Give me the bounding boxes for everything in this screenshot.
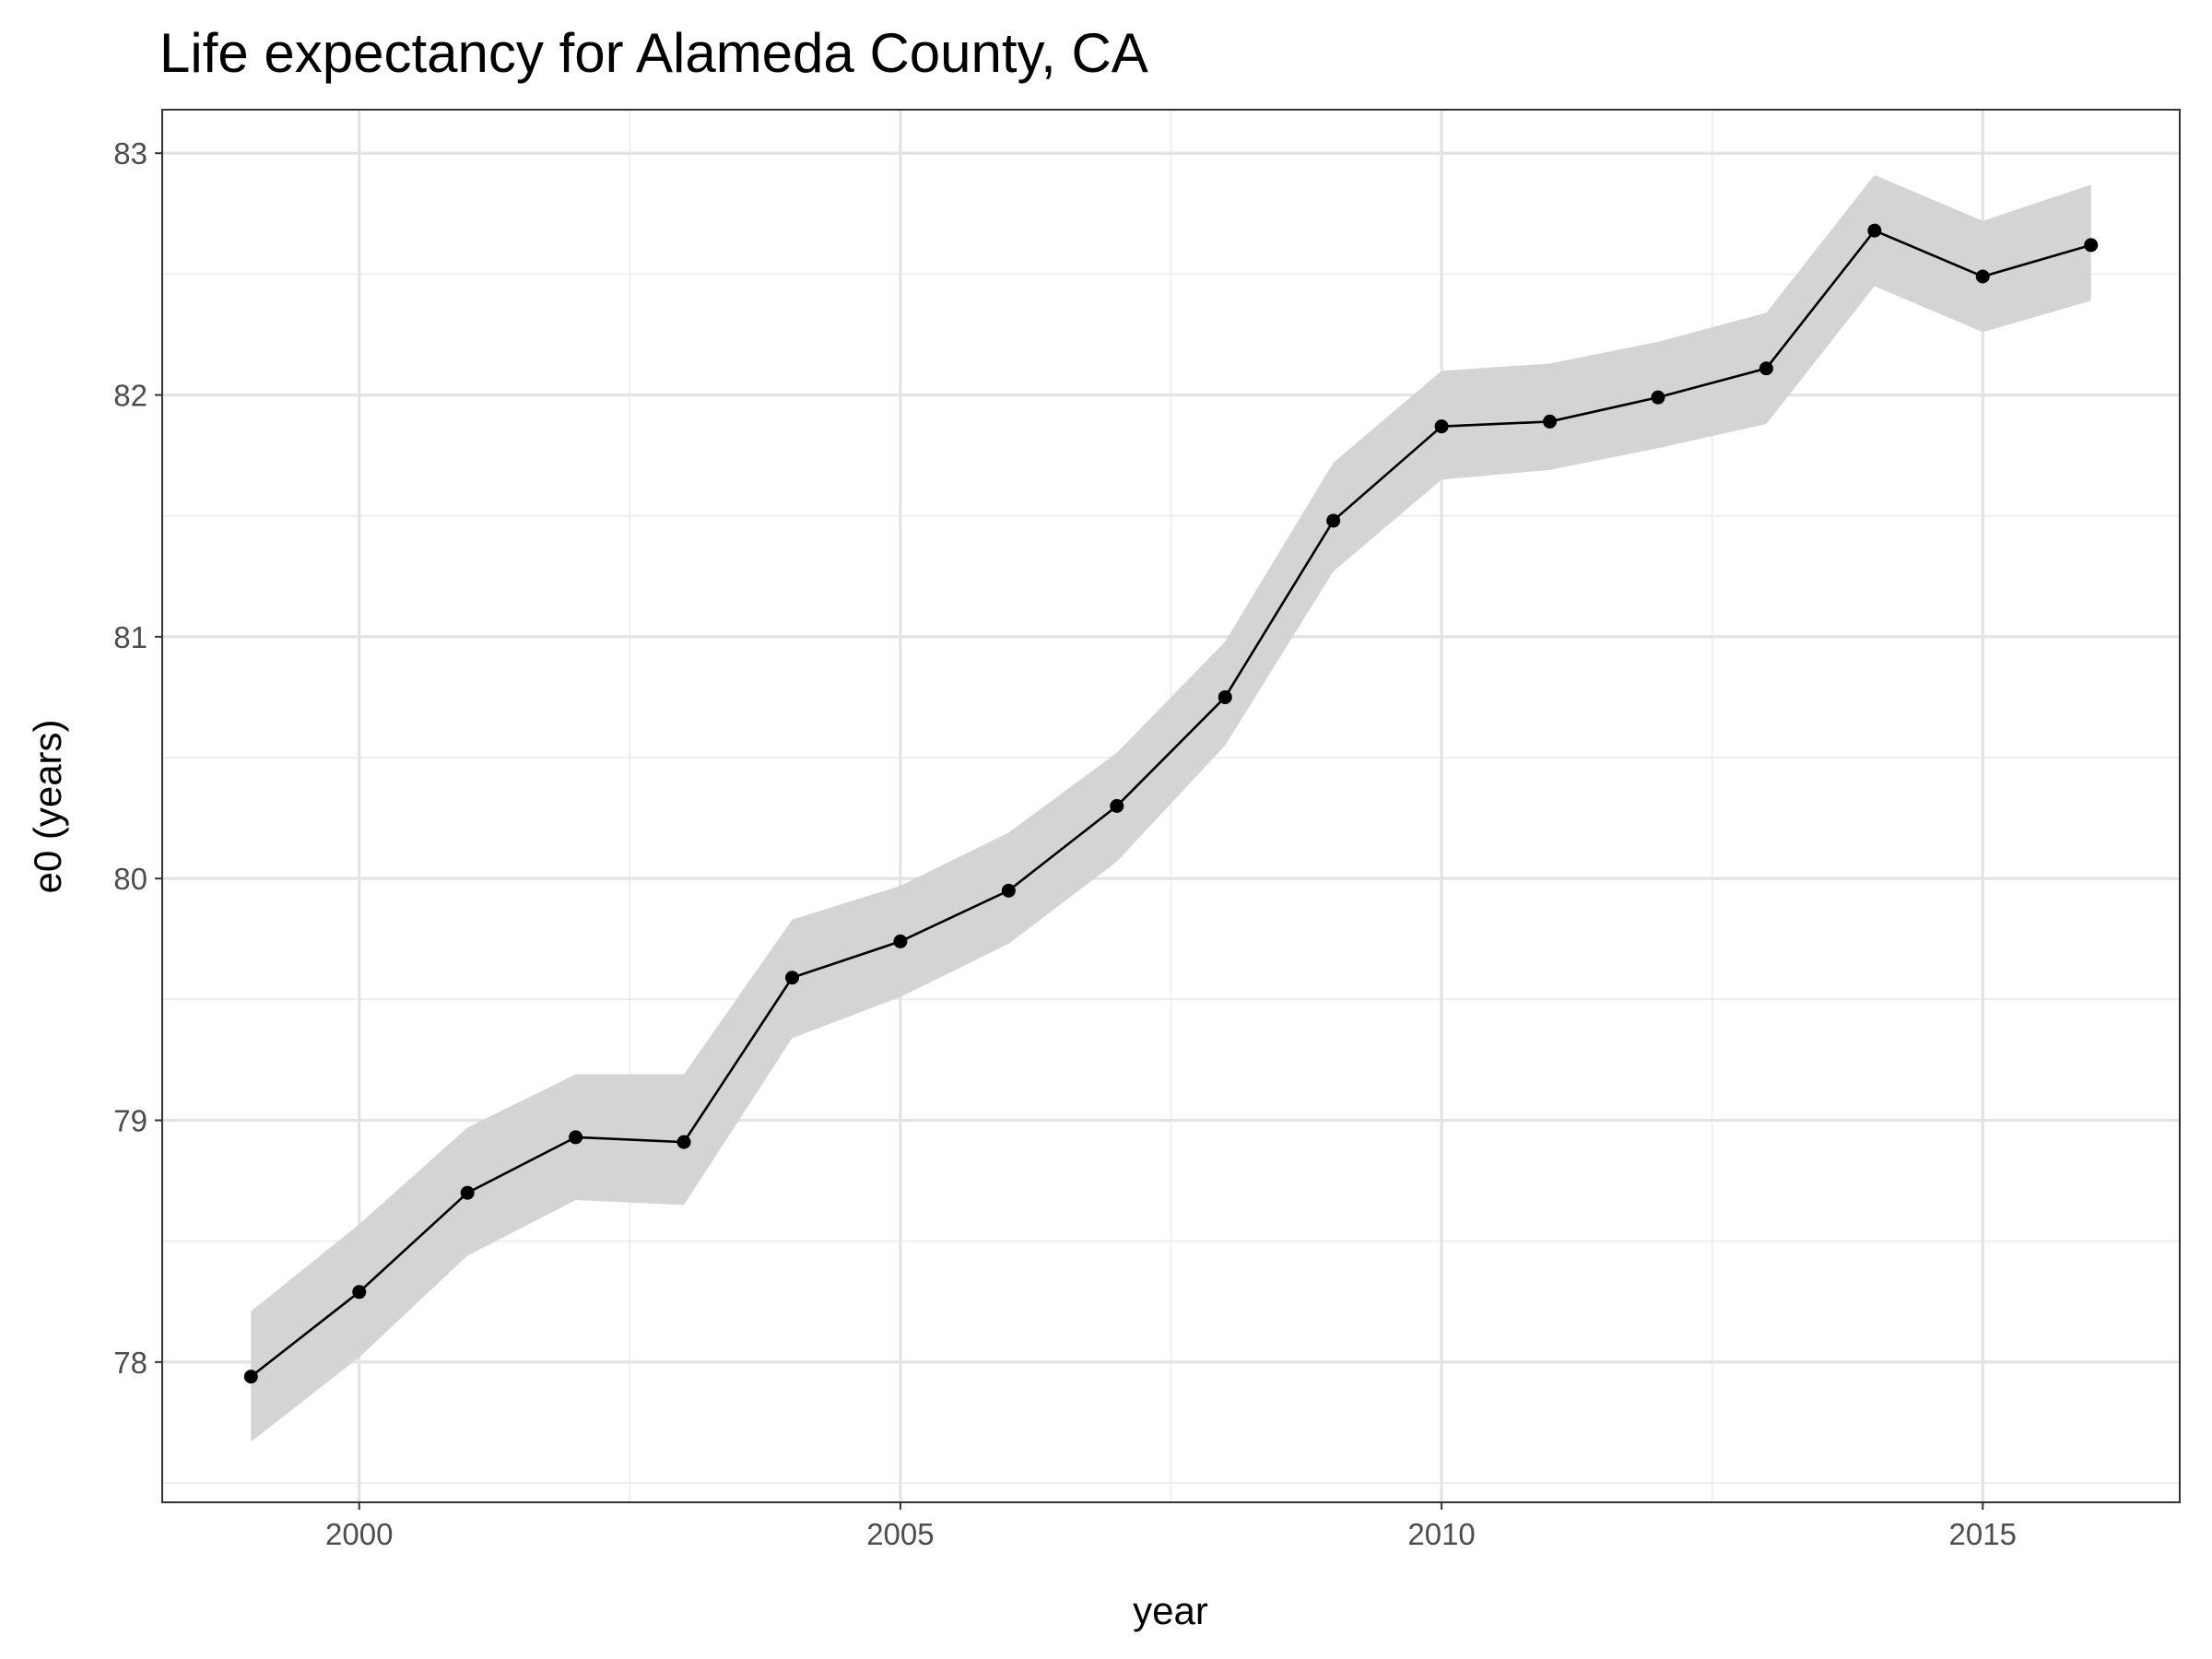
y-tick-label: 78 (113, 1346, 147, 1380)
y-tick-label: 79 (113, 1104, 147, 1138)
point (2084, 238, 2099, 253)
point (1110, 799, 1124, 813)
chart-title: Life expectancy for Alameda County, CA (159, 22, 1148, 84)
point (460, 1185, 475, 1200)
y-tick-label: 82 (113, 379, 147, 413)
line (250, 229, 2092, 1378)
point (569, 1130, 583, 1145)
point (1218, 689, 1232, 704)
x-tick-label: 2015 (1949, 1517, 2017, 1551)
point (1975, 269, 1990, 284)
point (1434, 419, 1449, 434)
point (784, 971, 799, 985)
y-tick-label: 81 (113, 620, 147, 654)
x-tick-label: 2000 (325, 1517, 393, 1551)
point (1759, 361, 1773, 376)
plot-border (161, 109, 2181, 1503)
y-tick-label: 83 (113, 136, 147, 171)
point (352, 1285, 367, 1300)
confidence-band (251, 174, 2091, 1442)
x-axis-title: year (1133, 1589, 1208, 1632)
x-tick-label: 2005 (866, 1517, 934, 1551)
x-tick-label: 2010 (1407, 1517, 1475, 1551)
y-tick-label: 80 (113, 862, 147, 896)
point (243, 1370, 258, 1384)
point (1326, 513, 1341, 528)
y-axis-title: e0 (years) (26, 719, 69, 893)
point (893, 934, 908, 948)
point (1543, 414, 1558, 429)
point (1867, 223, 1882, 238)
point (1001, 883, 1016, 898)
point (1651, 390, 1665, 405)
point (677, 1135, 691, 1149)
